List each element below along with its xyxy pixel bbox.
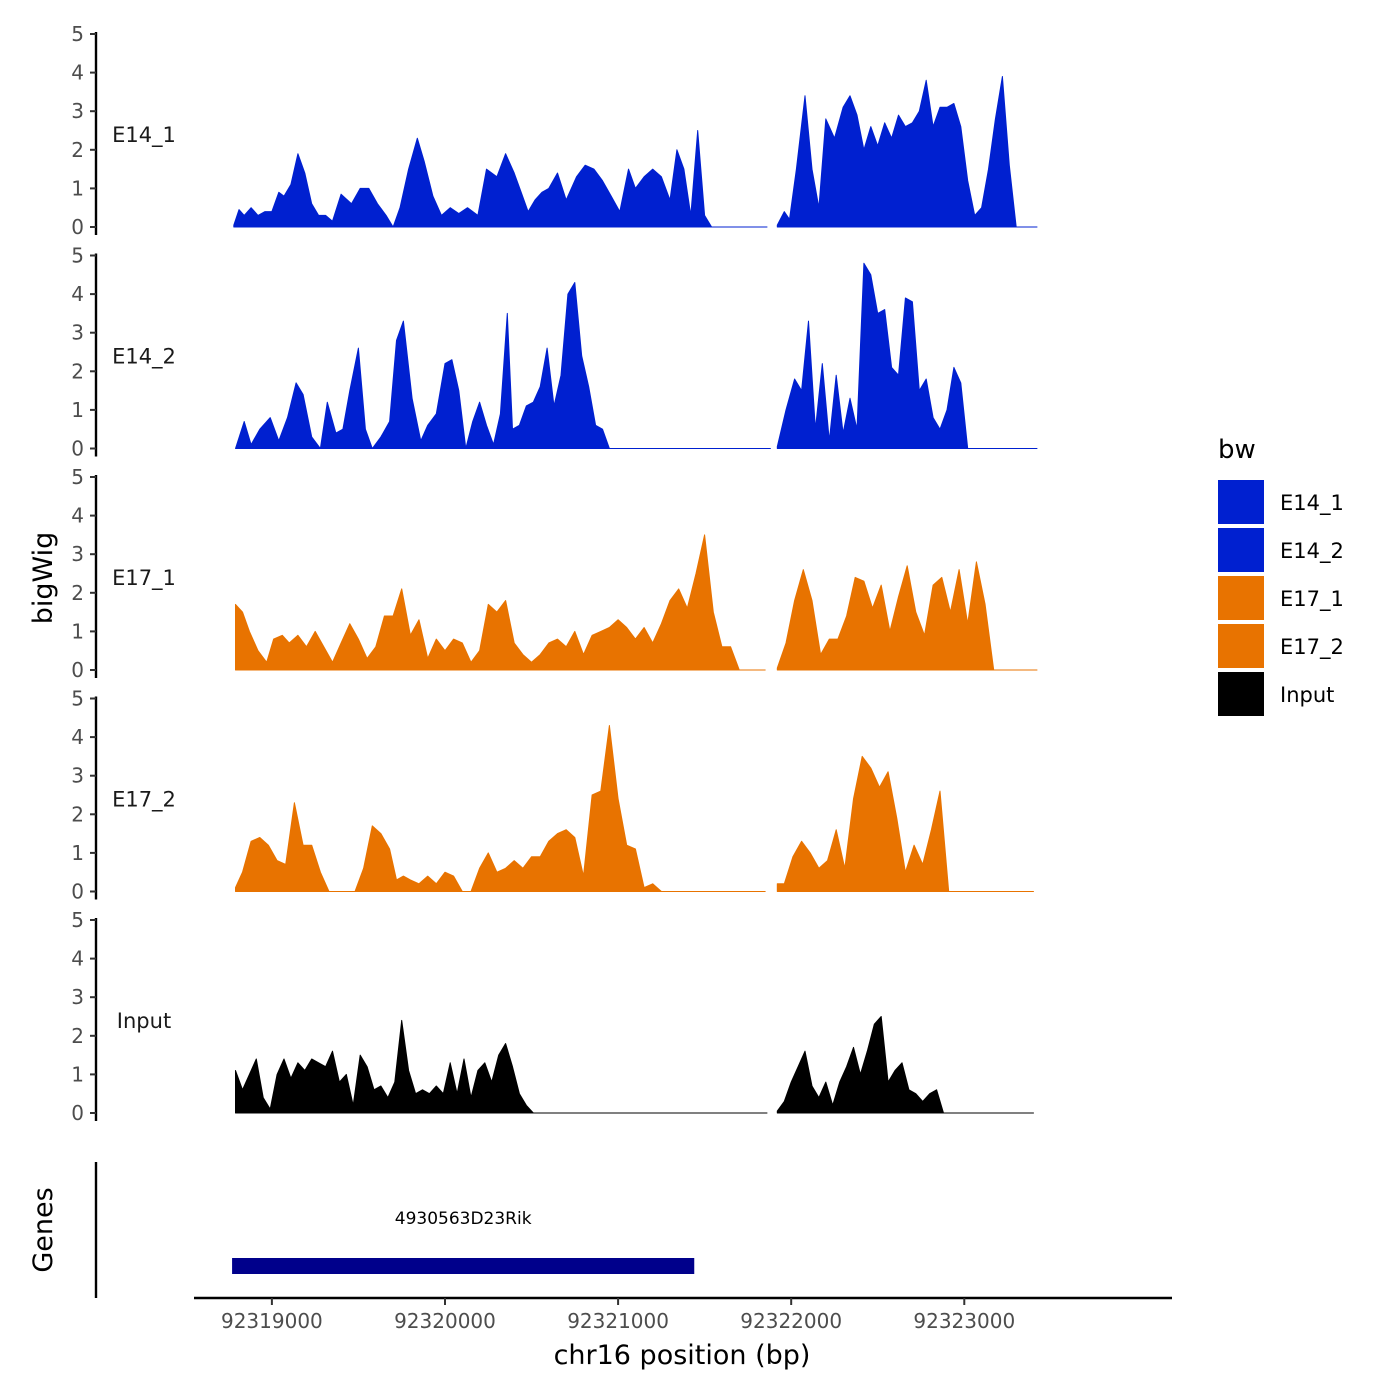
panel-label-E17_1: E17_1 [112, 566, 176, 591]
legend-label-E14_2: E14_2 [1280, 539, 1344, 564]
legend-label-E14_1: E14_1 [1280, 491, 1344, 516]
y-tick-label: 4 [71, 725, 84, 749]
y-axis-title: bigWig [28, 532, 59, 625]
y-tick-label: 1 [71, 1062, 84, 1086]
y-tick-label: 2 [71, 1024, 84, 1048]
x-tick-label: 92323000 [913, 1309, 1015, 1333]
area-E14_2-segment-1 [776, 262, 1038, 449]
y-tick-label: 5 [71, 908, 84, 932]
legend-key-E17_1 [1218, 576, 1264, 620]
legend: E14_1 E14_2 E17_1 E17_2 Input [1218, 480, 1344, 716]
y-tick-label: 1 [71, 176, 84, 200]
y-tick-label: 5 [71, 465, 84, 489]
y-tick-label: 0 [71, 658, 84, 682]
legend-label-Input: Input [1280, 683, 1334, 707]
y-tick-label: 0 [71, 880, 84, 904]
y-tick-label: 3 [71, 99, 84, 123]
area-Input-segment-1 [776, 1016, 1034, 1114]
y-tick-label: 3 [71, 542, 84, 566]
area-E17_2-segment-0 [235, 725, 766, 892]
panel-label-E14_1: E14_1 [112, 123, 176, 148]
panel-label-E17_2: E17_2 [112, 788, 176, 813]
legend-key-Input [1218, 672, 1264, 716]
y-tick-label: 3 [71, 985, 84, 1009]
panel-label-Input: Input [117, 1009, 171, 1033]
y-tick-label: 2 [71, 138, 84, 162]
x-axis-ticks: 92319000 92320000 92321000 92322000 92323000 [221, 1298, 1015, 1333]
gene-body-4930563D23Rik [232, 1258, 695, 1274]
y-tick-label: 1 [71, 398, 84, 422]
panel-E17_1: 0 1 2 3 4 5 E17_1 [71, 465, 1038, 682]
area-E14_2-segment-0 [235, 282, 771, 449]
y-tick-label: 0 [71, 437, 84, 461]
panel-E14_2: 0 1 2 3 4 5 E14_2 [71, 244, 1038, 461]
y-tick-label: 3 [71, 764, 84, 788]
x-tick-label: 92319000 [221, 1309, 323, 1333]
legend-key-E14_2 [1218, 528, 1264, 572]
gene-track: 4930563D23Rik [232, 1209, 695, 1274]
panel-label-E14_2: E14_2 [112, 345, 176, 370]
y-tick-label: 4 [71, 947, 84, 971]
legend-label-E17_1: E17_1 [1280, 587, 1344, 612]
y-tick-label: 3 [71, 321, 84, 345]
panel-E17_2: 0 1 2 3 4 5 E17_2 [71, 687, 1034, 904]
legend-title: bw [1218, 435, 1256, 465]
legend-label-E17_2: E17_2 [1280, 635, 1344, 660]
x-tick-label: 92322000 [740, 1309, 842, 1333]
y-tick-label: 4 [71, 61, 84, 85]
y-tick-label: 2 [71, 581, 84, 605]
y-tick-label: 1 [71, 619, 84, 643]
y-tick-label: 4 [71, 282, 84, 306]
y-tick-label: 1 [71, 841, 84, 865]
area-E14_1-segment-0 [233, 130, 768, 228]
gene-label-4930563D23Rik: 4930563D23Rik [395, 1209, 532, 1229]
genes-axis-title: Genes [28, 1187, 59, 1272]
y-tick-label: 2 [71, 359, 84, 383]
panel-E14_1: 0 1 2 3 4 5 E14_1 [71, 22, 1038, 239]
y-tick-label: 5 [71, 244, 84, 268]
x-tick-label: 92320000 [394, 1309, 496, 1333]
y-tick-label: 0 [71, 215, 84, 239]
area-Input-segment-0 [235, 1019, 768, 1114]
area-E17_1-segment-0 [235, 534, 766, 671]
y-tick-label: 0 [71, 1101, 84, 1125]
area-E17_2-segment-1 [776, 755, 1034, 892]
area-E14_1-segment-1 [776, 76, 1038, 228]
legend-key-E17_2 [1218, 624, 1264, 668]
x-axis-title: chr16 position (bp) [554, 1340, 811, 1371]
y-tick-label: 5 [71, 687, 84, 711]
y-tick-label: 4 [71, 504, 84, 528]
panel-Input: 0 1 2 3 4 5 Input [71, 908, 1034, 1125]
y-tick-label: 5 [71, 22, 84, 46]
legend-key-E14_1 [1218, 480, 1264, 524]
area-E17_1-segment-1 [776, 561, 1038, 671]
y-tick-label: 2 [71, 802, 84, 826]
bigwig-panels: 0 1 2 3 4 5 E14_1 0 1 2 3 4 5 E14_2 0 1 2 3 4 5 E17_1 0 1 2 3 4 5 E… [71, 22, 1038, 1125]
x-tick-label: 92321000 [567, 1309, 669, 1333]
